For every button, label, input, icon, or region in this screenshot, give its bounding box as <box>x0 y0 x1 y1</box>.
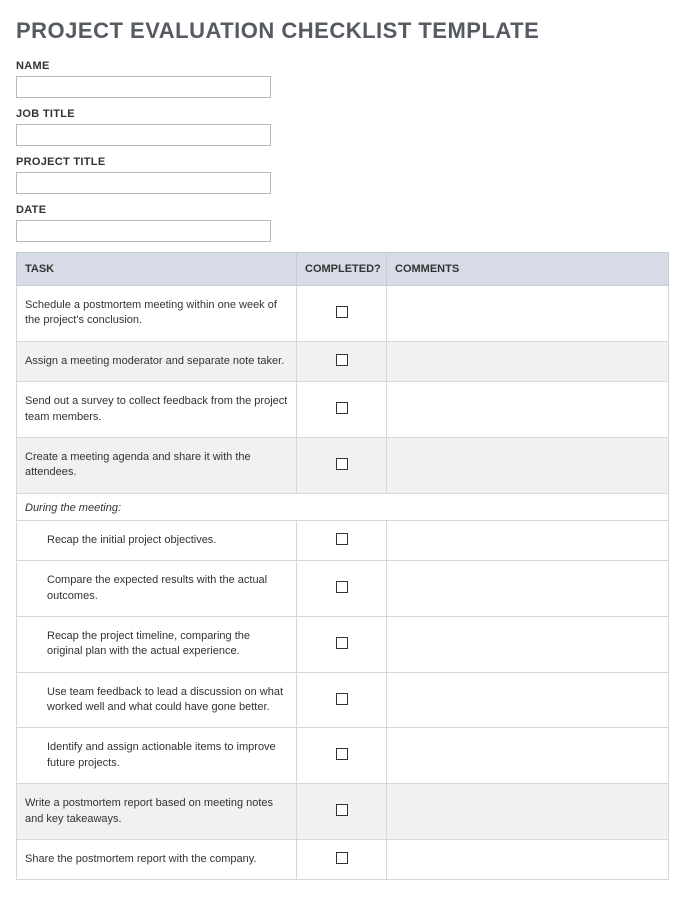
checkbox-icon[interactable] <box>336 306 348 318</box>
field-job-title: JOB TITLE <box>16 108 669 146</box>
table-row: Recap the project timeline, comparing th… <box>17 616 669 672</box>
task-cell: Send out a survey to collect feedback fr… <box>17 382 297 438</box>
task-cell: Assign a meeting moderator and separate … <box>17 341 297 381</box>
checkbox-icon[interactable] <box>336 852 348 864</box>
checkbox-icon[interactable] <box>336 402 348 414</box>
task-text: Write a postmortem report based on meeti… <box>25 797 273 824</box>
task-text: Identify and assign actionable items to … <box>25 740 288 771</box>
task-text: Assign a meeting moderator and separate … <box>25 355 284 367</box>
task-cell: Create a meeting agenda and share it wit… <box>17 437 297 493</box>
task-cell: Schedule a postmortem meeting within one… <box>17 286 297 342</box>
comments-cell[interactable] <box>387 382 669 438</box>
task-text: Recap the project timeline, comparing th… <box>25 629 288 660</box>
checkbox-icon[interactable] <box>336 581 348 593</box>
comments-cell[interactable] <box>387 728 669 784</box>
section-row: During the meeting: <box>17 493 669 520</box>
task-cell: Recap the project timeline, comparing th… <box>17 616 297 672</box>
checkbox-icon[interactable] <box>336 458 348 470</box>
task-cell: Compare the expected results with the ac… <box>17 561 297 617</box>
comments-cell[interactable] <box>387 341 669 381</box>
checkbox-icon[interactable] <box>336 748 348 760</box>
col-completed-header: COMPLETED? <box>297 253 387 286</box>
col-comments-header: COMMENTS <box>387 253 669 286</box>
checklist-table: TASK COMPLETED? COMMENTS Schedule a post… <box>16 252 669 880</box>
field-name: NAME <box>16 60 669 98</box>
completed-cell <box>297 437 387 493</box>
completed-cell <box>297 520 387 560</box>
task-cell: Identify and assign actionable items to … <box>17 728 297 784</box>
task-cell: Recap the initial project objectives. <box>17 520 297 560</box>
task-cell: Use team feedback to lead a discussion o… <box>17 672 297 728</box>
table-row: Assign a meeting moderator and separate … <box>17 341 669 381</box>
task-text: Schedule a postmortem meeting within one… <box>25 299 277 326</box>
completed-cell <box>297 784 387 840</box>
checkbox-icon[interactable] <box>336 693 348 705</box>
comments-cell[interactable] <box>387 672 669 728</box>
name-input[interactable] <box>16 76 271 98</box>
comments-cell[interactable] <box>387 437 669 493</box>
task-cell: Write a postmortem report based on meeti… <box>17 784 297 840</box>
comments-cell[interactable] <box>387 561 669 617</box>
completed-cell <box>297 382 387 438</box>
completed-cell <box>297 341 387 381</box>
completed-cell <box>297 286 387 342</box>
comments-cell[interactable] <box>387 520 669 560</box>
table-row: Identify and assign actionable items to … <box>17 728 669 784</box>
completed-cell <box>297 672 387 728</box>
job-title-input[interactable] <box>16 124 271 146</box>
table-row: Write a postmortem report based on meeti… <box>17 784 669 840</box>
checkbox-icon[interactable] <box>336 637 348 649</box>
page-title: PROJECT EVALUATION CHECKLIST TEMPLATE <box>16 18 669 44</box>
field-date: DATE <box>16 204 669 242</box>
checkbox-icon[interactable] <box>336 354 348 366</box>
checkbox-icon[interactable] <box>336 804 348 816</box>
table-row: Compare the expected results with the ac… <box>17 561 669 617</box>
task-text: Recap the initial project objectives. <box>25 533 288 548</box>
table-header-row: TASK COMPLETED? COMMENTS <box>17 253 669 286</box>
table-row: Schedule a postmortem meeting within one… <box>17 286 669 342</box>
completed-cell <box>297 616 387 672</box>
task-text: Share the postmortem report with the com… <box>25 853 257 865</box>
table-row: Send out a survey to collect feedback fr… <box>17 382 669 438</box>
table-row: Create a meeting agenda and share it wit… <box>17 437 669 493</box>
task-text: Compare the expected results with the ac… <box>25 573 288 604</box>
date-label: DATE <box>16 204 669 216</box>
name-label: NAME <box>16 60 669 72</box>
comments-cell[interactable] <box>387 286 669 342</box>
task-text: Send out a survey to collect feedback fr… <box>25 395 287 422</box>
comments-cell[interactable] <box>387 616 669 672</box>
completed-cell <box>297 728 387 784</box>
project-title-input[interactable] <box>16 172 271 194</box>
table-row: Recap the initial project objectives. <box>17 520 669 560</box>
col-task-header: TASK <box>17 253 297 286</box>
table-row: Use team feedback to lead a discussion o… <box>17 672 669 728</box>
project-title-label: PROJECT TITLE <box>16 156 669 168</box>
task-text: Use team feedback to lead a discussion o… <box>25 685 288 716</box>
completed-cell <box>297 561 387 617</box>
checkbox-icon[interactable] <box>336 533 348 545</box>
comments-cell[interactable] <box>387 784 669 840</box>
date-input[interactable] <box>16 220 271 242</box>
field-project-title: PROJECT TITLE <box>16 156 669 194</box>
task-text: Create a meeting agenda and share it wit… <box>25 451 251 478</box>
section-label: During the meeting: <box>17 493 669 520</box>
job-title-label: JOB TITLE <box>16 108 669 120</box>
